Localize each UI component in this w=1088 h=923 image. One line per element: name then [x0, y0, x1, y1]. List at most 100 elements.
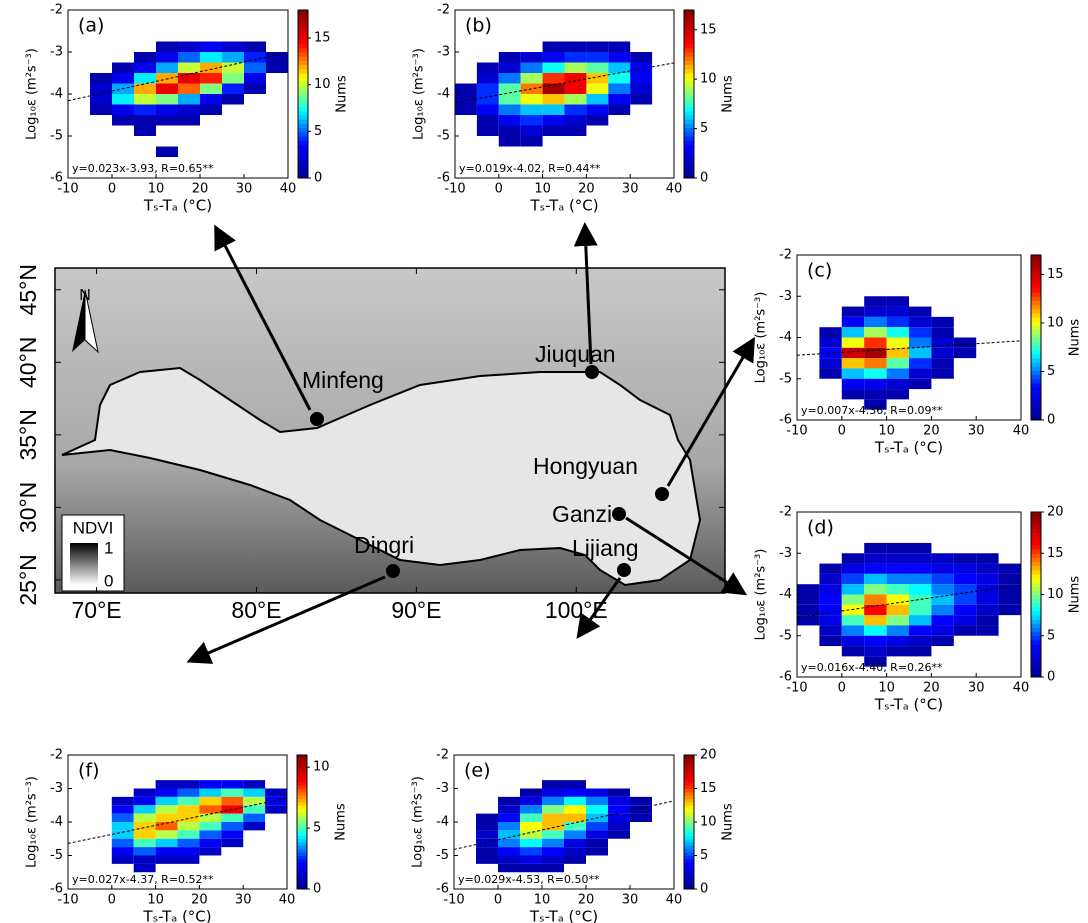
equation: y=0.027x-4.37, R=0.52**	[72, 873, 214, 886]
cell	[586, 822, 608, 831]
cell	[520, 788, 542, 797]
north-arrow	[72, 290, 85, 352]
x-tick-label: 20	[578, 182, 595, 197]
cell	[155, 855, 178, 864]
cell	[476, 115, 499, 126]
colorbar-segment	[298, 18, 308, 24]
cell	[864, 604, 887, 616]
colorbar-segment	[684, 882, 694, 887]
colorbar-segment	[684, 98, 694, 103]
legend-min: 0	[104, 571, 113, 590]
colorbar-segment	[684, 781, 694, 786]
x-tick-label: 10	[534, 893, 551, 908]
colorbar-segment	[1031, 598, 1041, 604]
colorbar-segment	[1031, 660, 1041, 666]
x-axis-label: Tₛ-Tₐ (°C)	[529, 197, 598, 215]
colorbar-segment	[1031, 664, 1041, 670]
colorbar-tick-label: 5	[700, 848, 708, 863]
cell	[886, 368, 909, 379]
y-tick-label: -3	[779, 546, 792, 561]
cell	[909, 347, 932, 359]
colorbar-segment	[1031, 586, 1041, 591]
cell	[520, 847, 542, 856]
cell	[564, 813, 586, 822]
cell	[608, 104, 631, 115]
cell	[931, 594, 954, 605]
cell	[112, 94, 134, 105]
cell	[542, 830, 564, 839]
cell	[909, 306, 932, 317]
x-axis-label: Tₛ-Tₐ (°C)	[529, 908, 598, 923]
cell	[953, 553, 977, 564]
colorbar-segment	[1031, 549, 1041, 554]
colorbar-segment	[684, 22, 694, 28]
cell	[199, 847, 222, 856]
cell	[200, 41, 222, 52]
cell	[931, 584, 954, 595]
cell	[819, 625, 842, 636]
cell	[864, 296, 887, 307]
cell	[864, 584, 887, 595]
colorbar-segment	[297, 788, 307, 793]
cell	[953, 604, 977, 616]
station	[655, 487, 669, 501]
colorbar-segment	[1031, 279, 1041, 285]
cell	[841, 604, 865, 616]
map-frame	[54, 267, 726, 594]
colorbar-segment	[1031, 553, 1041, 558]
colorbar-segment	[684, 68, 694, 74]
colorbar-frame	[683, 9, 695, 179]
fit-line	[68, 51, 288, 102]
cell	[864, 358, 887, 369]
y-tick-label: -2	[779, 248, 792, 263]
x-tick-label: 30	[968, 681, 985, 696]
cell	[200, 73, 222, 84]
cell	[886, 347, 909, 359]
colorbar-tick-label: 15	[1047, 546, 1064, 561]
cell	[520, 838, 542, 848]
colorbar-segment	[684, 77, 694, 82]
cell	[520, 805, 542, 814]
colorbar-segment	[684, 173, 694, 179]
x-tick-label: 40	[666, 893, 683, 908]
cell	[953, 347, 977, 359]
colorbar-segment	[684, 858, 694, 863]
colorbar-segment	[684, 43, 694, 49]
colorbar-segment	[1031, 668, 1041, 674]
cell	[199, 838, 222, 848]
cell	[520, 855, 542, 864]
cell	[864, 573, 887, 585]
y-tick-label: -5	[779, 371, 792, 386]
cell	[819, 635, 842, 647]
cell	[266, 52, 288, 63]
cell	[886, 296, 909, 307]
map: N NDVI 1 0 Minfeng Jiuquan Hongyuan Ganz…	[15, 264, 726, 623]
cell	[111, 838, 134, 848]
cell	[586, 805, 608, 814]
cell	[156, 104, 178, 115]
colorbar-segment	[1031, 644, 1041, 649]
cell	[177, 780, 200, 789]
cell	[564, 52, 587, 63]
cell	[864, 646, 887, 657]
station	[310, 412, 324, 426]
panel: -10 0 10 20 30 40 -6 -5 -4 -3 -2 Tₛ-Tₐ (°C) Log₁₀ε (…	[25, 3, 350, 215]
cell	[864, 594, 887, 605]
colorbar-segment	[1031, 656, 1041, 661]
cell	[90, 73, 112, 84]
cell	[498, 796, 520, 806]
cell	[797, 604, 820, 616]
colorbar-segment	[1031, 606, 1041, 612]
cell	[886, 584, 909, 595]
station-label: Hongyuan	[533, 453, 638, 479]
x-tick-label: 20	[923, 681, 940, 696]
colorbar-tick-label: 5	[1047, 364, 1055, 379]
cell	[864, 306, 887, 317]
cell	[520, 52, 543, 63]
cell	[178, 83, 200, 94]
cell	[134, 62, 156, 73]
cell	[953, 625, 977, 636]
cell	[886, 389, 909, 400]
cell	[498, 855, 520, 864]
colorbar-segment	[1031, 540, 1041, 546]
